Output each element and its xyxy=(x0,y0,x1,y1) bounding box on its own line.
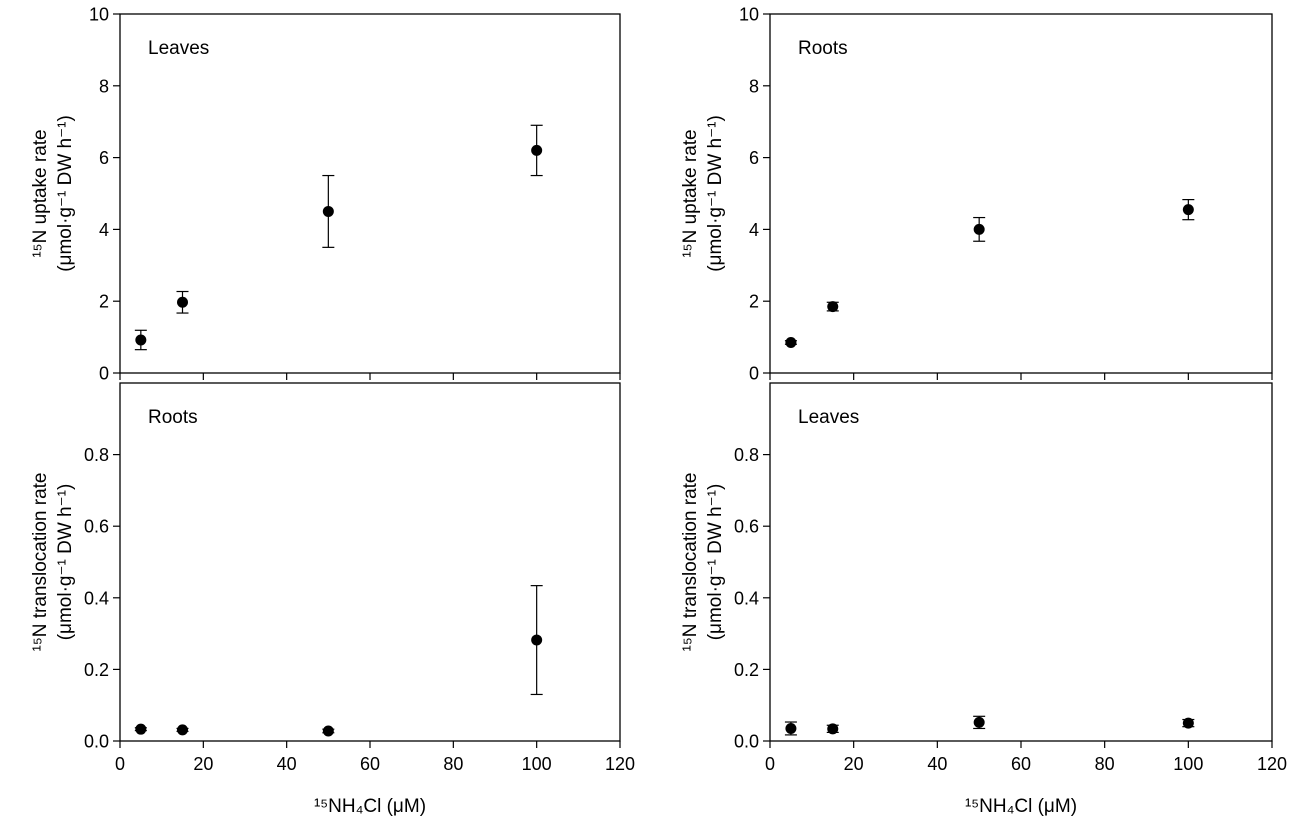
data-point xyxy=(973,223,985,235)
y-tick-label: 0.2 xyxy=(734,660,759,680)
x-tick-label: 40 xyxy=(927,754,947,774)
y-tick-label: 0 xyxy=(99,364,109,384)
y-tick-label: 0 xyxy=(749,364,759,384)
x-tick-label: 0 xyxy=(115,754,125,774)
y-axis-title: ¹⁵N uptake rate (μmol·g⁻¹ DW h⁻¹) xyxy=(680,115,726,272)
data-point xyxy=(177,296,188,308)
data-point xyxy=(322,725,334,737)
panel-label: Roots xyxy=(148,407,198,428)
x-tick-label: 120 xyxy=(605,754,635,774)
y-axis-title: ¹⁵N translocation rate (μmol·g⁻¹ DW h⁻¹) xyxy=(680,473,726,652)
data-point xyxy=(827,723,839,735)
x-tick-label: 60 xyxy=(360,754,380,774)
x-tick-label: 40 xyxy=(277,754,297,774)
data-point xyxy=(177,724,188,736)
panel-4: 0.0 0.2 0.4 0.6 0.8 0 20 40 60 80 100 120 Leaves ¹⁵N … xyxy=(680,382,1287,817)
panel-label: Leaves xyxy=(148,38,209,59)
data-point xyxy=(1182,204,1194,216)
data-point xyxy=(1182,717,1194,729)
x-tick-label: 120 xyxy=(1257,754,1287,774)
y-tick-label: 0.6 xyxy=(734,517,759,537)
data-point xyxy=(827,301,839,313)
data-point xyxy=(135,334,147,346)
plot-frame xyxy=(119,382,621,742)
y-tick-label: 0.4 xyxy=(84,588,109,608)
y-tick-label: 4 xyxy=(749,220,759,240)
panel-label: Leaves xyxy=(798,407,859,428)
panel-1: 0 2 4 6 8 10 Leaves ¹⁵N uptake rate (μmol·g⁻¹ DW… xyxy=(30,5,621,384)
x-tick-label: 80 xyxy=(443,754,463,774)
plot-frame xyxy=(769,13,1273,374)
y-tick-label: 6 xyxy=(749,148,759,168)
y-tick-label: 8 xyxy=(99,76,109,96)
y-tick-label: 0.8 xyxy=(84,445,109,465)
x-tick-label: 20 xyxy=(844,754,864,774)
y-tick-label: 10 xyxy=(739,5,759,25)
y-tick-label: 2 xyxy=(749,292,759,312)
plot-frame xyxy=(119,13,621,374)
data-point xyxy=(322,205,334,217)
y-axis-title: ¹⁵N translocation rate (μmol·g⁻¹ DW h⁻¹) xyxy=(30,473,76,652)
y-tick-label: 0.0 xyxy=(734,732,759,752)
x-axis-title: ¹⁵NH₄Cl (μM) xyxy=(965,796,1077,817)
y-tick-label: 2 xyxy=(99,292,109,312)
y-tick-label: 0.2 xyxy=(84,660,109,680)
y-tick-label: 4 xyxy=(99,220,109,240)
x-axis-title: ¹⁵NH₄Cl (μM) xyxy=(314,796,426,817)
y-tick-label: 0.6 xyxy=(84,517,109,537)
data-point xyxy=(785,336,797,348)
data-point xyxy=(973,716,985,728)
panel-3: 0.0 0.2 0.4 0.6 0.8 0 20 40 60 80 100 120 Roots ¹⁵N t… xyxy=(30,382,635,817)
x-tick-label: 80 xyxy=(1095,754,1115,774)
x-tick-label: 60 xyxy=(1011,754,1031,774)
plot-frame xyxy=(769,382,1273,742)
y-tick-label: 0.8 xyxy=(734,445,759,465)
data-point xyxy=(785,722,797,734)
y-axis-title: ¹⁵N uptake rate (μmol·g⁻¹ DW h⁻¹) xyxy=(30,115,76,272)
y-tick-label: 0.0 xyxy=(84,732,109,752)
data-point xyxy=(531,634,543,646)
panel-2: 0 2 4 6 8 10 Roots ¹⁵N uptake rate (μmol·g⁻¹ DW … xyxy=(680,5,1273,384)
x-tick-label: 20 xyxy=(193,754,213,774)
panel-label: Roots xyxy=(798,38,848,59)
data-point xyxy=(135,723,147,735)
data-point xyxy=(531,144,543,156)
y-tick-label: 6 xyxy=(99,148,109,168)
y-tick-label: 0.4 xyxy=(734,588,759,608)
x-tick-label: 100 xyxy=(1173,754,1203,774)
y-tick-label: 10 xyxy=(89,5,109,25)
y-tick-label: 8 xyxy=(749,76,759,96)
x-tick-label: 100 xyxy=(522,754,552,774)
x-tick-label: 0 xyxy=(765,754,775,774)
